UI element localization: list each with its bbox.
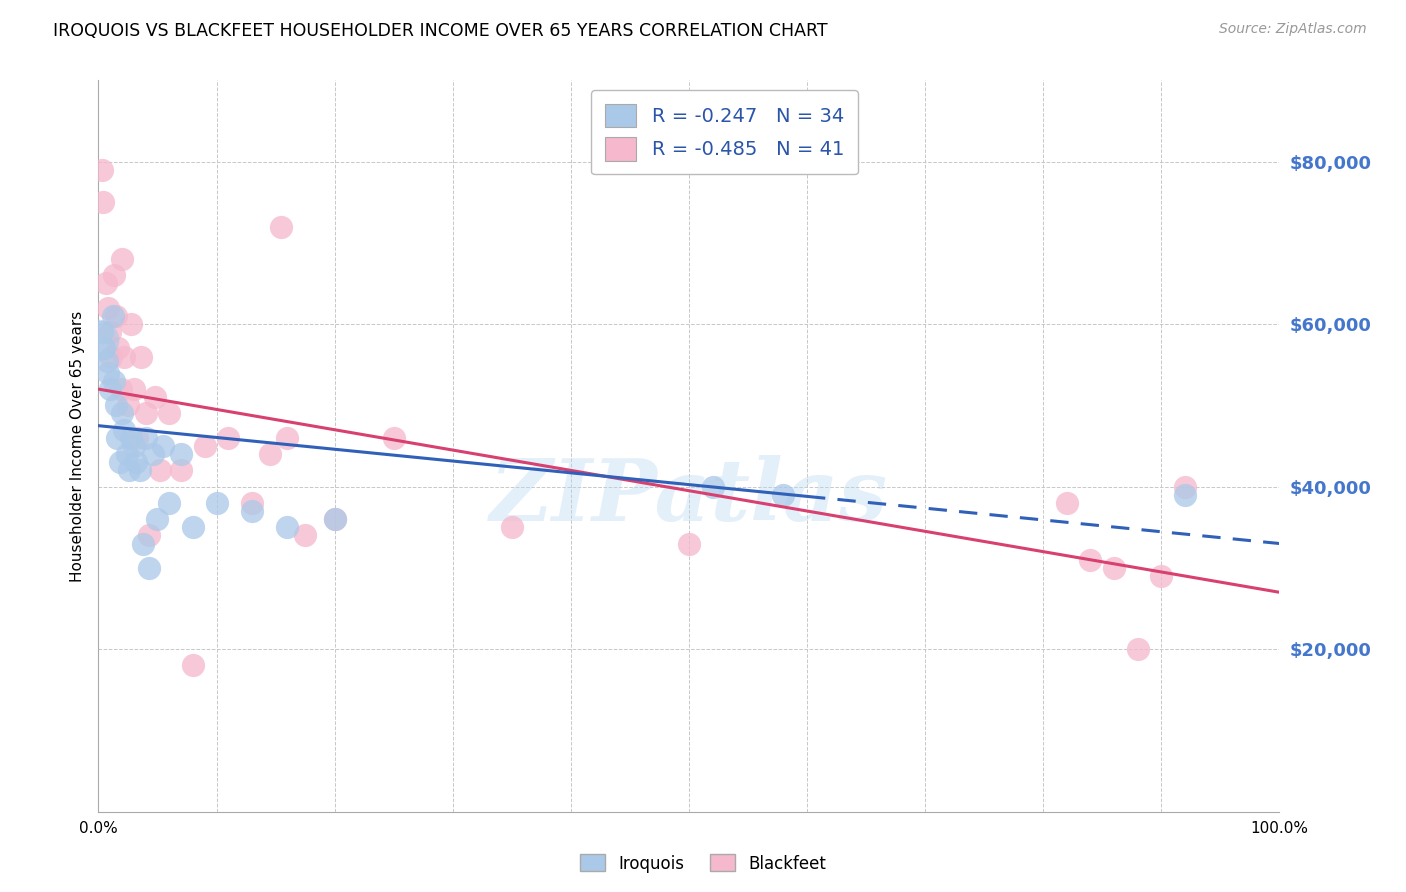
Point <box>157 496 180 510</box>
Point <box>1080 553 1102 567</box>
Point <box>96 353 118 368</box>
Point <box>118 463 141 477</box>
Point <box>112 350 135 364</box>
Point <box>170 447 193 461</box>
Point <box>678 536 700 550</box>
Point <box>105 309 128 323</box>
Point <box>276 431 298 445</box>
Point <box>259 447 281 461</box>
Point <box>276 520 298 534</box>
Point <box>1056 496 1078 510</box>
Point <box>501 520 523 534</box>
Point <box>105 398 128 412</box>
Point <box>1102 561 1125 575</box>
Text: IROQUOIS VS BLACKFEET HOUSEHOLDER INCOME OVER 65 YEARS CORRELATION CHART: IROQUOIS VS BLACKFEET HOUSEHOLDER INCOME… <box>53 22 828 40</box>
Point <box>103 268 125 283</box>
Point <box>103 374 125 388</box>
Point <box>117 398 139 412</box>
Point <box>240 496 263 510</box>
Point <box>138 528 160 542</box>
Point <box>702 480 724 494</box>
Point <box>121 317 143 331</box>
Point <box>135 407 157 421</box>
Point <box>111 252 134 266</box>
Point <box>142 447 165 461</box>
Point <box>111 407 134 421</box>
Point <box>157 407 180 421</box>
Point <box>122 382 145 396</box>
Point <box>146 512 169 526</box>
Point <box>129 350 152 364</box>
Point <box>143 390 166 404</box>
Point <box>97 366 120 380</box>
Point <box>110 382 132 396</box>
Point <box>125 455 148 469</box>
Point <box>107 342 129 356</box>
Point <box>149 463 172 477</box>
Point <box>108 455 131 469</box>
Point <box>97 301 120 315</box>
Point <box>127 431 149 445</box>
Point <box>94 277 117 291</box>
Point <box>382 431 405 445</box>
Legend: R = -0.247   N = 34, R = -0.485   N = 41: R = -0.247 N = 34, R = -0.485 N = 41 <box>592 90 858 175</box>
Point <box>128 463 150 477</box>
Point <box>1150 569 1173 583</box>
Point <box>132 536 155 550</box>
Point <box>205 496 228 510</box>
Text: Source: ZipAtlas.com: Source: ZipAtlas.com <box>1219 22 1367 37</box>
Point <box>1174 480 1197 494</box>
Point <box>121 431 143 445</box>
Point <box>101 309 124 323</box>
Point <box>1174 488 1197 502</box>
Point <box>87 334 110 348</box>
Point <box>170 463 193 477</box>
Point <box>122 439 145 453</box>
Point <box>93 342 115 356</box>
Point <box>152 439 174 453</box>
Point <box>115 447 138 461</box>
Legend: Iroquois, Blackfeet: Iroquois, Blackfeet <box>574 847 832 880</box>
Point <box>181 520 204 534</box>
Point <box>240 504 263 518</box>
Point <box>217 431 239 445</box>
Point <box>91 325 114 339</box>
Point <box>105 431 128 445</box>
Point <box>323 512 346 526</box>
Point <box>112 423 135 437</box>
Point <box>294 528 316 542</box>
Point <box>181 658 204 673</box>
Point <box>91 195 114 210</box>
Point <box>135 431 157 445</box>
Point <box>138 561 160 575</box>
Y-axis label: Householder Income Over 65 years: Householder Income Over 65 years <box>69 310 84 582</box>
Point <box>194 439 217 453</box>
Point <box>100 350 122 364</box>
Point <box>91 162 114 177</box>
Point <box>98 325 121 339</box>
Text: ZIPatlas: ZIPatlas <box>489 456 889 539</box>
Point <box>323 512 346 526</box>
Point <box>270 219 292 234</box>
Point <box>1126 642 1149 657</box>
Point <box>98 382 121 396</box>
Point <box>772 488 794 502</box>
